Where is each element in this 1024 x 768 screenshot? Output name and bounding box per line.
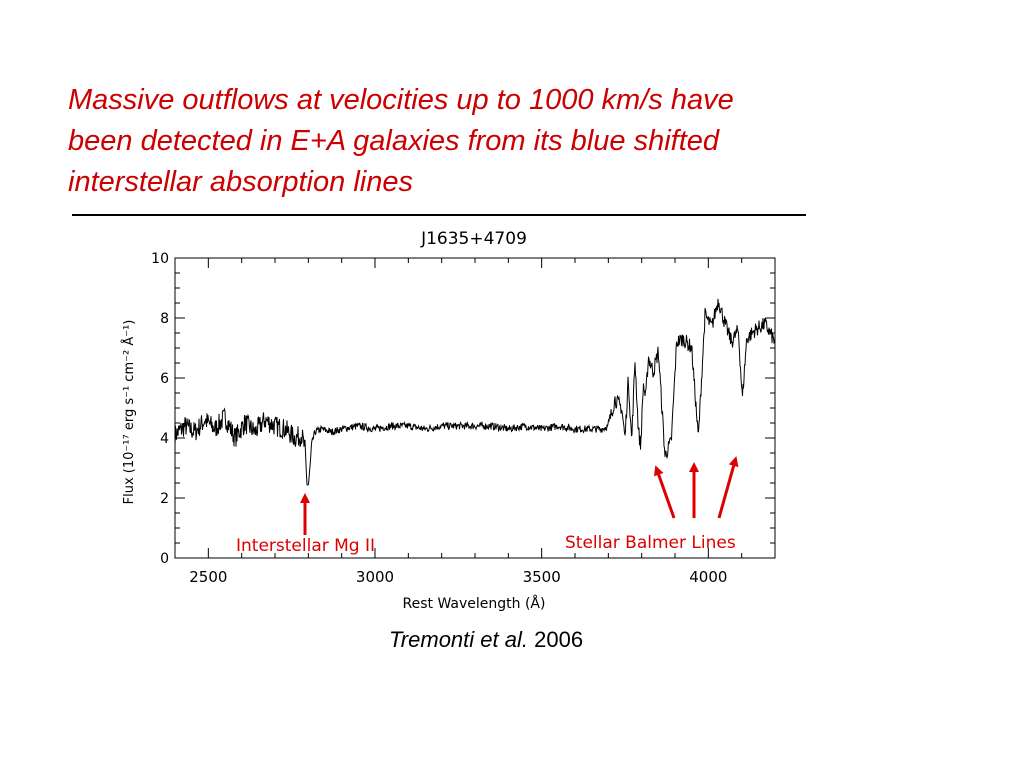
spectrum-chart: J1635+4709 2500 3000 3500 4000 0 2 4 6 8 10 Rest… (121, 229, 776, 612)
plot-frame (174, 257, 776, 559)
spectrum-figure: J1635+4709 2500 3000 3500 4000 0 2 4 6 8 10 Rest… (100, 222, 790, 617)
divider-rule (72, 214, 806, 216)
slide-headline: Massive outflows at velocities up to 100… (68, 80, 888, 203)
spectrum-series-line (174, 298, 776, 486)
balmer-arrow-1 (653, 465, 676, 519)
headline-line-1: Massive outflows at velocities up to 100… (68, 84, 734, 116)
y-tick-label-0: 0 (160, 551, 169, 567)
annotation-balmer-lines: Stellar Balmer Lines (565, 533, 736, 553)
headline-line-2: been detected in E+A galaxies from its b… (68, 125, 720, 157)
chart-title: J1635+4709 (420, 229, 527, 249)
citation-authors: Tremonti et al. (389, 627, 528, 652)
y-axis-ticks: 0 2 4 6 8 10 (151, 251, 775, 567)
x-tick-label-4000: 4000 (689, 568, 727, 586)
x-tick-label-2500: 2500 (189, 568, 227, 586)
balmer-arrow-3 (717, 456, 739, 519)
y-tick-label-10: 10 (151, 251, 169, 267)
citation-year: 2006 (534, 627, 584, 652)
x-tick-label-3000: 3000 (356, 568, 394, 586)
citation: Tremonti et al. 2006 (389, 626, 583, 654)
y-tick-label-8: 8 (160, 311, 169, 327)
headline-line-3: interstellar absorption lines (68, 166, 413, 198)
annotations: Interstellar Mg II Stellar Balmer Lines (236, 456, 739, 556)
x-axis-label: Rest Wavelength (Å) (403, 595, 546, 612)
annotation-mg-ii: Interstellar Mg II (236, 536, 375, 556)
y-tick-label-6: 6 (160, 371, 169, 387)
y-tick-label-2: 2 (160, 491, 169, 507)
x-axis-ticks: 2500 3000 3500 4000 (174, 258, 776, 586)
y-tick-label-4: 4 (160, 431, 169, 447)
x-tick-label-3500: 3500 (523, 568, 561, 586)
y-axis-label: Flux (10⁻¹⁷ erg s⁻¹ cm⁻² Å⁻¹) (121, 320, 137, 505)
